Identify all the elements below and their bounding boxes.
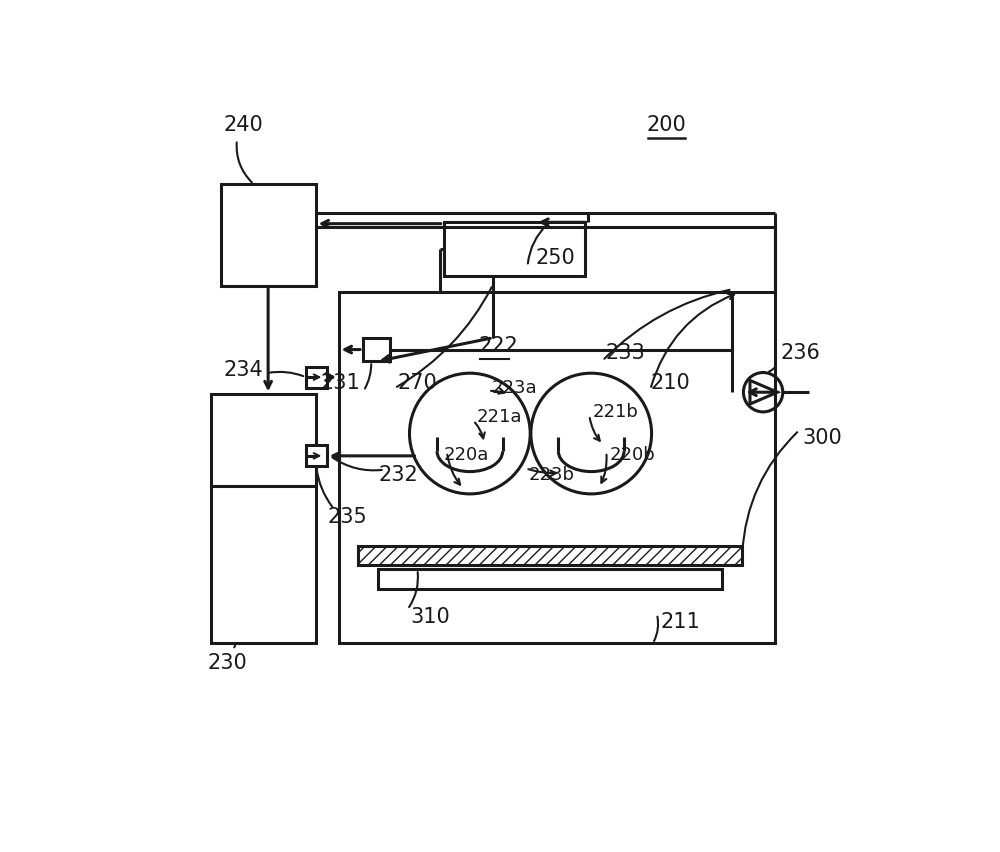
- Text: 211: 211: [660, 612, 700, 632]
- Text: 236: 236: [780, 343, 820, 363]
- Bar: [221, 184, 316, 286]
- Text: 223a: 223a: [492, 378, 537, 397]
- Text: 270: 270: [398, 373, 437, 393]
- Text: 200: 200: [647, 115, 687, 135]
- Text: 221b: 221b: [593, 403, 638, 421]
- Text: 250: 250: [535, 249, 575, 268]
- Text: 300: 300: [802, 429, 842, 448]
- Text: 234: 234: [223, 360, 263, 380]
- Bar: [339, 292, 775, 643]
- Bar: [378, 569, 722, 589]
- Text: 220b: 220b: [610, 446, 655, 464]
- Text: 231: 231: [321, 373, 360, 393]
- Text: 221a: 221a: [476, 408, 522, 426]
- Text: 232: 232: [378, 465, 418, 485]
- Text: 235: 235: [327, 507, 367, 527]
- Text: 240: 240: [224, 115, 263, 135]
- Text: 220a: 220a: [444, 446, 489, 464]
- Bar: [211, 394, 316, 643]
- Text: 222: 222: [478, 337, 518, 356]
- Bar: [306, 446, 327, 466]
- Text: 310: 310: [411, 607, 451, 627]
- Text: 230: 230: [207, 653, 247, 673]
- Text: 223b: 223b: [529, 466, 575, 484]
- Text: 210: 210: [650, 373, 690, 393]
- Bar: [363, 337, 390, 361]
- Bar: [358, 546, 742, 565]
- Text: 233: 233: [606, 343, 645, 363]
- Bar: [444, 222, 585, 276]
- Bar: [306, 366, 327, 388]
